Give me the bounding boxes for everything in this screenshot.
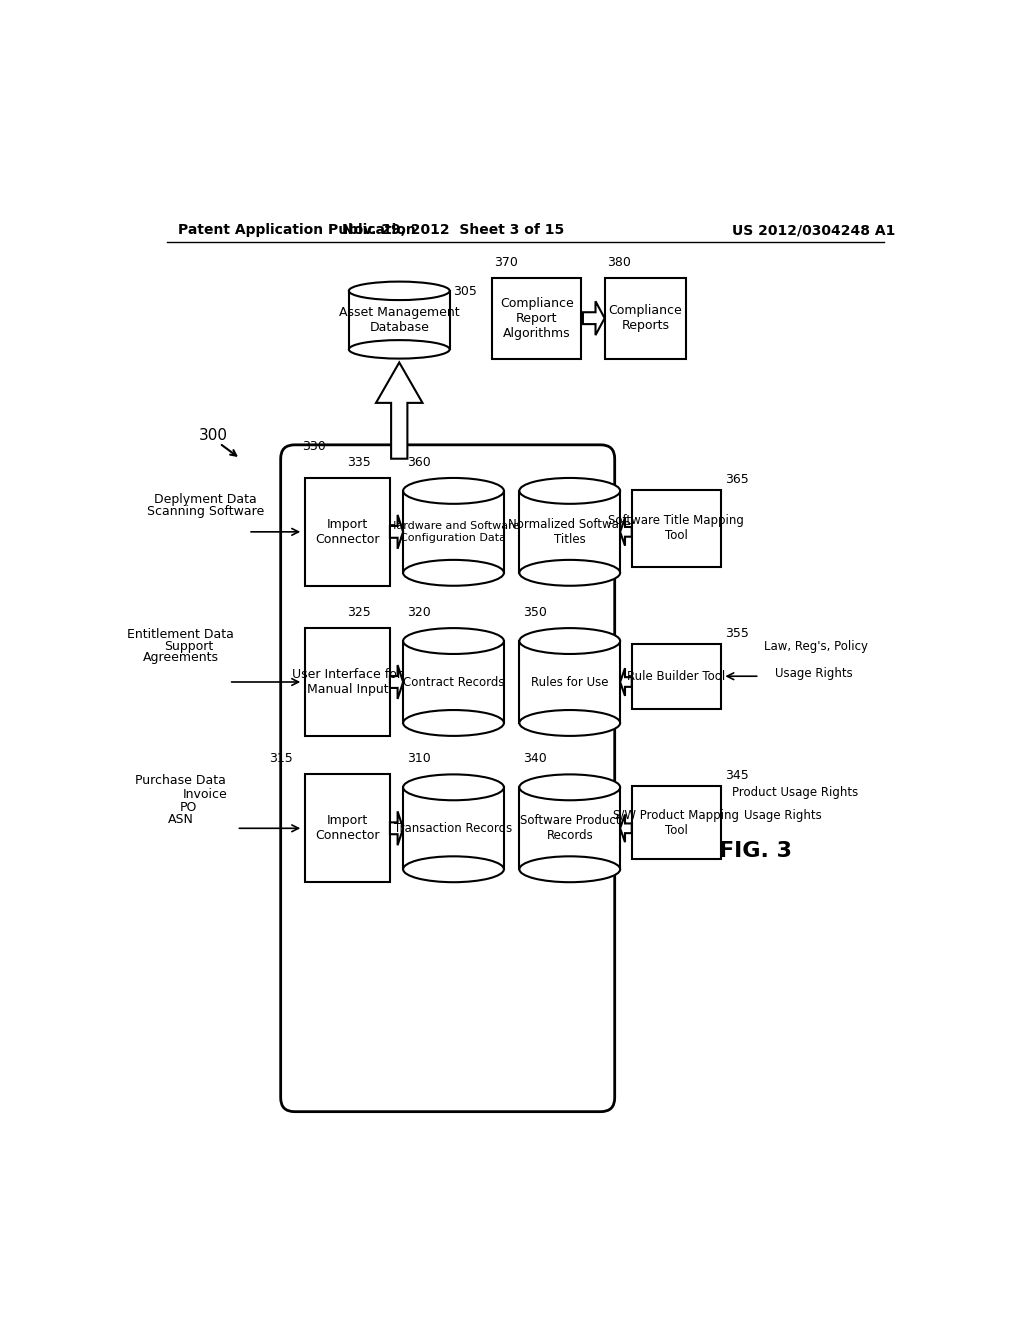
Ellipse shape — [403, 710, 504, 737]
Text: Compliance
Reports: Compliance Reports — [608, 304, 682, 333]
Ellipse shape — [403, 478, 504, 504]
Text: FIG. 3: FIG. 3 — [719, 841, 793, 862]
Text: PO: PO — [180, 800, 198, 813]
PathPatch shape — [390, 812, 403, 845]
Bar — [305, 775, 390, 882]
Bar — [519, 642, 621, 723]
Ellipse shape — [403, 857, 504, 882]
Bar — [632, 785, 721, 859]
Text: Compliance
Report
Algorithms: Compliance Report Algorithms — [500, 297, 573, 339]
Text: Software Product
Records: Software Product Records — [519, 814, 620, 842]
PathPatch shape — [621, 814, 632, 842]
Ellipse shape — [403, 628, 504, 653]
Text: 355: 355 — [725, 627, 749, 640]
Bar — [403, 491, 504, 573]
Text: Nov. 29, 2012  Sheet 3 of 15: Nov. 29, 2012 Sheet 3 of 15 — [342, 223, 564, 238]
Ellipse shape — [349, 341, 450, 359]
Text: 340: 340 — [523, 752, 547, 766]
Text: Import
Connector: Import Connector — [315, 814, 380, 842]
Text: Usage Rights: Usage Rights — [775, 667, 853, 680]
Text: S/W Product Mapping
Tool: S/W Product Mapping Tool — [613, 809, 739, 837]
PathPatch shape — [621, 517, 632, 545]
Text: 315: 315 — [269, 752, 293, 766]
Text: 335: 335 — [347, 455, 371, 469]
Ellipse shape — [519, 478, 621, 504]
PathPatch shape — [621, 668, 632, 696]
Text: Patent Application Publication: Patent Application Publication — [178, 223, 416, 238]
Text: Agreements: Agreements — [142, 651, 219, 664]
Bar — [493, 277, 582, 359]
Text: 330: 330 — [302, 440, 326, 453]
Text: Software Title Mapping
Tool: Software Title Mapping Tool — [608, 513, 744, 543]
Ellipse shape — [519, 710, 621, 737]
Ellipse shape — [403, 560, 504, 586]
Text: Asset Management
Database: Asset Management Database — [339, 306, 460, 334]
FancyBboxPatch shape — [281, 445, 614, 1111]
Text: 310: 310 — [407, 752, 431, 766]
Text: Deplyment Data: Deplyment Data — [155, 494, 257, 507]
Text: 305: 305 — [454, 285, 477, 298]
Text: 325: 325 — [347, 606, 371, 619]
Bar — [519, 491, 621, 573]
Text: 300: 300 — [199, 428, 227, 444]
Ellipse shape — [519, 628, 621, 653]
Text: 370: 370 — [495, 256, 518, 268]
Text: Hardware and Software
Configuration Data: Hardware and Software Configuration Data — [388, 521, 519, 543]
Bar — [305, 628, 390, 737]
Text: Rules for Use: Rules for Use — [531, 676, 608, 689]
Text: Usage Rights: Usage Rights — [744, 809, 822, 822]
Text: ASN: ASN — [168, 813, 194, 826]
Ellipse shape — [403, 775, 504, 800]
Text: US 2012/0304248 A1: US 2012/0304248 A1 — [732, 223, 896, 238]
Ellipse shape — [519, 857, 621, 882]
Text: Normalized Software
Titles: Normalized Software Titles — [508, 517, 631, 546]
Text: 360: 360 — [407, 455, 431, 469]
Bar — [403, 642, 504, 723]
Text: Transaction Records: Transaction Records — [394, 822, 513, 834]
Text: Invoice: Invoice — [183, 788, 228, 801]
Text: User Interface for
Manual Input: User Interface for Manual Input — [292, 668, 402, 696]
Text: Purchase Data: Purchase Data — [135, 775, 226, 788]
Bar — [305, 478, 390, 586]
Ellipse shape — [519, 560, 621, 586]
Text: Contract Records: Contract Records — [402, 676, 504, 689]
Text: Product Usage Rights: Product Usage Rights — [732, 785, 859, 799]
Text: Law, Reg's, Policy: Law, Reg's, Policy — [764, 640, 867, 652]
Text: Entitlement Data: Entitlement Data — [127, 628, 234, 642]
PathPatch shape — [583, 301, 604, 335]
Bar — [604, 277, 686, 359]
Bar — [632, 490, 721, 566]
Text: 365: 365 — [725, 473, 749, 486]
Text: 350: 350 — [523, 606, 547, 619]
Text: 380: 380 — [607, 256, 631, 268]
PathPatch shape — [376, 363, 423, 459]
Ellipse shape — [349, 281, 450, 300]
Text: 345: 345 — [725, 770, 749, 781]
Text: 320: 320 — [407, 606, 431, 619]
PathPatch shape — [390, 515, 403, 549]
PathPatch shape — [390, 665, 403, 700]
Bar — [403, 787, 504, 870]
Ellipse shape — [519, 775, 621, 800]
Text: Scanning Software: Scanning Software — [146, 506, 264, 517]
Text: Import
Connector: Import Connector — [315, 517, 380, 546]
Bar — [519, 787, 621, 870]
Text: Support: Support — [164, 640, 213, 652]
Text: Rule Builder Tool: Rule Builder Tool — [627, 669, 725, 682]
Bar — [632, 644, 721, 709]
Bar — [349, 290, 450, 350]
